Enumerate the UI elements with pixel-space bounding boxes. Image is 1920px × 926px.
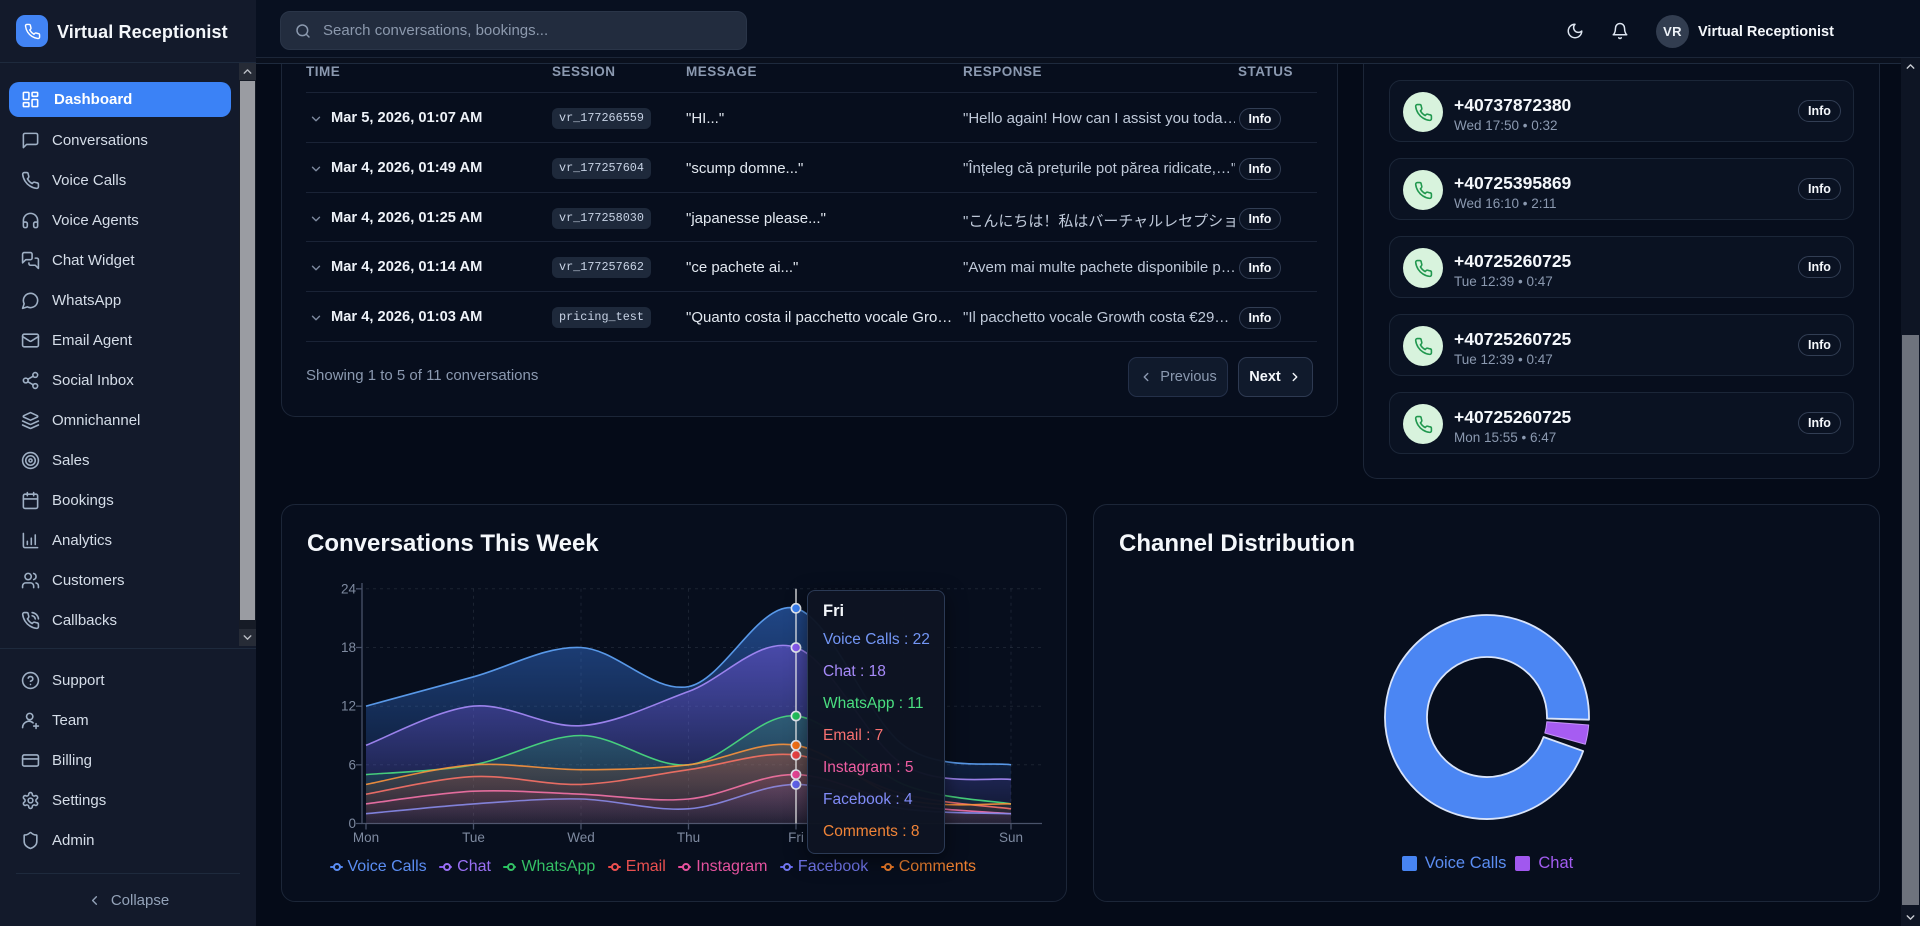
svg-text:24: 24 [341, 581, 357, 596]
svg-text:12: 12 [341, 699, 356, 714]
svg-text:6: 6 [348, 757, 356, 772]
svg-text:18: 18 [341, 640, 356, 655]
svg-text:Tue: Tue [462, 830, 485, 845]
svg-text:Sun: Sun [999, 830, 1023, 845]
svg-text:Thu: Thu [677, 830, 700, 845]
svg-text:Wed: Wed [567, 830, 595, 845]
svg-text:Fri: Fri [788, 830, 804, 845]
svg-text:0: 0 [348, 816, 356, 831]
svg-text:Mon: Mon [353, 830, 379, 845]
